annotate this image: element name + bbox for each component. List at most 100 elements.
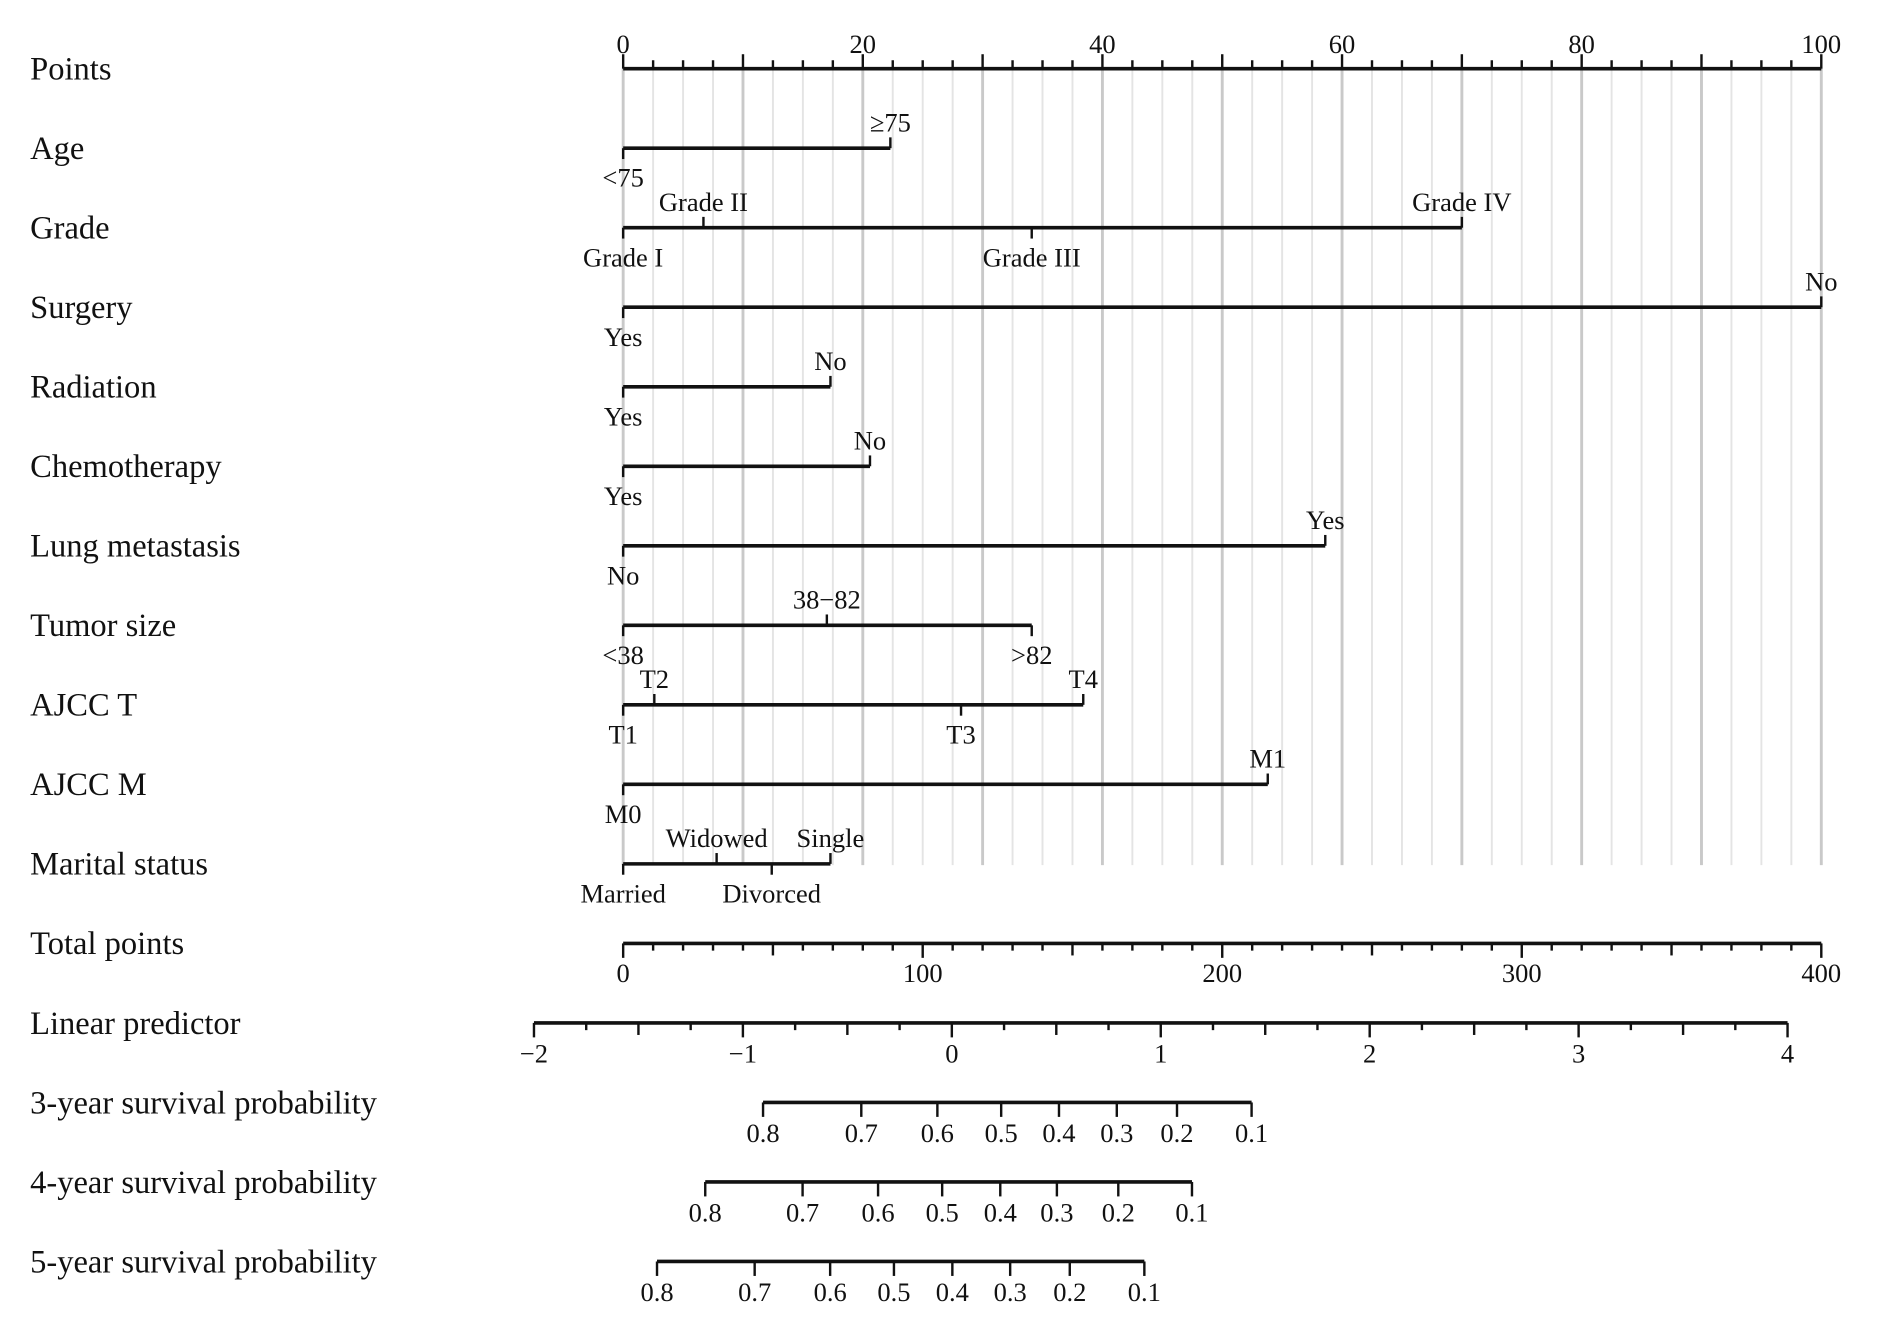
tick-label: 0.2 [1053,1277,1086,1307]
tick-label: 0.5 [877,1277,910,1307]
row-label: 3-year survival probability [30,1085,378,1121]
row-label: 4-year survival probability [30,1165,378,1201]
tick-label: 0.3 [1040,1198,1073,1228]
tick-label: 60 [1329,29,1356,59]
tick-label: 0.6 [814,1277,847,1307]
level-label: No [1805,266,1837,296]
level-label: <75 [602,163,643,193]
tick-label: 0.4 [936,1277,969,1307]
tick-label: 0.8 [640,1277,673,1307]
tick-label: 0.2 [1160,1118,1193,1148]
level-label: Yes [604,322,643,352]
level-label: Grade I [583,242,663,272]
level-label: Yes [604,481,643,511]
row-label: AJCC T [30,688,137,724]
survival-probability-axis: 4-year survival probability 0.8 0.7 0.6 0.5 0… [30,1165,1208,1228]
row-label: Grade [30,211,109,247]
row-label: Surgery [30,290,133,326]
tick-label: 0.4 [1042,1118,1075,1148]
variable-row: Radiation Yes No [30,346,847,431]
total-points-axis: Total points 0 100 200 300 400 [30,926,1841,988]
row-label: Tumor size [30,608,176,644]
tick-label: 0.3 [1100,1118,1133,1148]
tick-label: 2 [1363,1039,1376,1069]
level-label: Grade II [659,187,748,217]
level-label: M1 [1249,743,1286,773]
row-label: Lung metastasis [30,529,240,565]
tick-label: −1 [729,1039,757,1069]
tick-label: 0.6 [862,1198,895,1228]
tick-label: 0.8 [689,1198,722,1228]
level-label: Yes [1306,505,1345,535]
row-label: Points [30,52,111,88]
tick-label: 0.1 [1175,1198,1208,1228]
tick-label: 0.7 [845,1118,878,1148]
tick-label: 0.7 [786,1198,819,1228]
tick-label: 0.2 [1102,1198,1135,1228]
level-label: Divorced [722,878,821,908]
tick-label: 200 [1202,958,1242,988]
level-label: T1 [608,719,637,749]
variable-row: AJCC M M0 M1 [30,743,1286,828]
level-label: Single [797,823,865,853]
tick-label: 3 [1572,1039,1585,1069]
points-axis: Points 0 20 40 60 80 100 [30,29,1841,88]
tick-label: 80 [1568,29,1595,59]
survival-probability-axis: 5-year survival probability 0.8 0.7 0.6 0.5 0… [30,1244,1161,1307]
level-label: T2 [640,664,669,694]
level-label: T3 [946,719,975,749]
level-label: No [854,425,886,455]
variable-row: Lung metastasis No Yes [30,505,1344,590]
tick-label: 0.1 [1128,1277,1161,1307]
row-label: Total points [30,926,184,962]
tick-label: 1 [1154,1039,1167,1069]
level-label: M0 [605,799,642,829]
tick-label: 0.5 [926,1198,959,1228]
tick-label: 0 [617,958,630,988]
tick-label: 100 [1801,29,1841,59]
variable-row: Tumor size <38 38−82 >82 [30,584,1052,669]
level-label: No [814,346,846,376]
row-label: AJCC M [30,767,147,803]
row-label: Linear predictor [30,1006,241,1042]
tick-label: 0.4 [984,1198,1017,1228]
row-label: Age [30,131,84,167]
level-label: Married [580,878,665,908]
level-label: Widowed [666,823,768,853]
level-label: No [607,560,639,590]
tick-label: 0.7 [738,1277,771,1307]
row-label: Marital status [30,847,208,883]
tick-label: 20 [850,29,877,59]
level-label: >82 [1011,640,1052,670]
level-label: Grade III [983,242,1081,272]
tick-label: 40 [1089,29,1116,59]
row-label: Chemotherapy [30,449,222,485]
tick-label: 0.6 [921,1118,954,1148]
survival-probability-axis: 3-year survival probability 0.8 0.7 0.6 0.5 0… [30,1085,1268,1148]
tick-label: 300 [1502,958,1542,988]
row-label: 5-year survival probability [30,1244,378,1280]
level-label: Grade IV [1412,187,1511,217]
tick-label: 0.3 [994,1277,1027,1307]
tick-label: 0.8 [746,1118,779,1148]
tick-label: 100 [903,958,943,988]
level-label: Yes [604,401,643,431]
variable-row: Grade Grade I Grade II Grade III Grade IV [30,187,1511,272]
tick-label: 0 [617,29,630,59]
tick-label: 0.5 [985,1118,1018,1148]
tick-label: 400 [1801,958,1841,988]
gridlines [621,68,1823,866]
tick-label: 0.1 [1235,1118,1268,1148]
level-label: <38 [602,640,643,670]
level-label: 38−82 [793,584,861,614]
level-label: ≥75 [870,107,911,137]
variable-row: Chemotherapy Yes No [30,425,886,510]
level-label: T4 [1069,664,1098,694]
variable-row: Surgery Yes No [30,266,1837,351]
linear-predictor-axis: Linear predictor −2 −1 0 1 2 3 4 [30,1006,1794,1069]
row-label: Radiation [30,370,156,406]
